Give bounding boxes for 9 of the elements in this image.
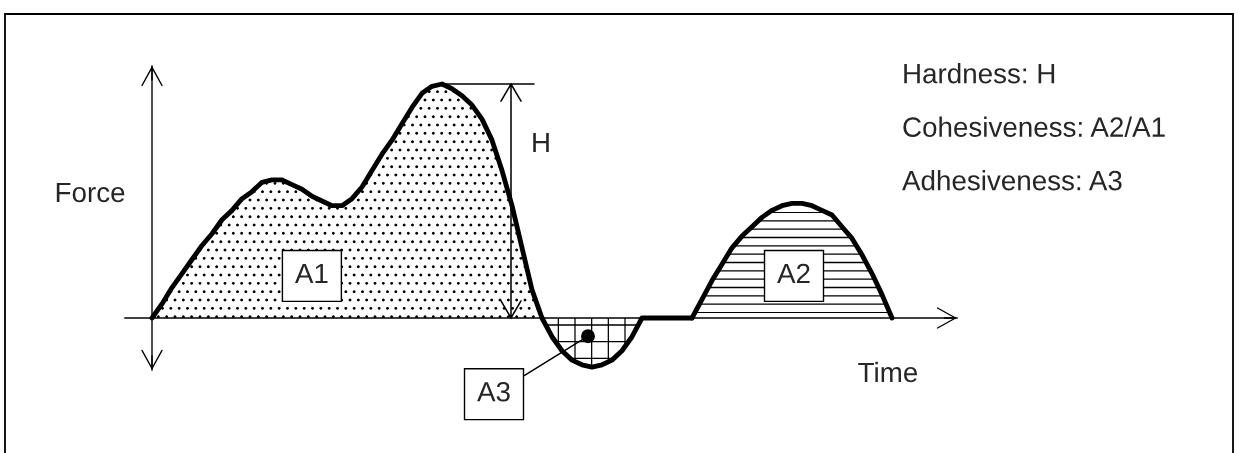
text: Hardness: H <box>904 63 1055 84</box>
y-axis-title: Force <box>56 182 125 203</box>
series-label: A1 <box>294 263 328 284</box>
text: Cohesiveness: A2/A1 <box>903 116 1165 137</box>
text: Adhesiveness: A3 <box>902 170 1122 191</box>
text: A3 <box>477 381 510 402</box>
series-label: A2 <box>777 263 810 284</box>
annotation: H <box>533 132 549 153</box>
x-axis-title: Time <box>858 361 918 383</box>
